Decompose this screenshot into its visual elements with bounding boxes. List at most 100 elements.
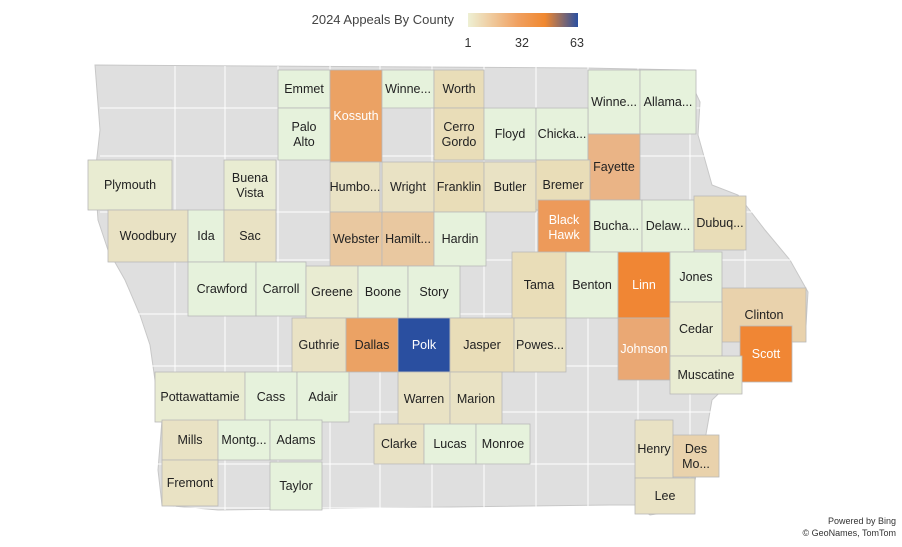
county-fremont[interactable] (161, 459, 219, 507)
county-clarke[interactable] (373, 423, 425, 465)
county-benton[interactable] (565, 251, 619, 319)
county-taylor[interactable] (269, 461, 323, 511)
county-label-winne: Winne... (385, 82, 431, 96)
county-butler[interactable] (483, 161, 537, 213)
county-winne[interactable] (381, 69, 435, 109)
county-label-pottawattamie: Pottawattamie (160, 390, 239, 404)
county-henry[interactable] (634, 419, 674, 479)
counties-layer (87, 69, 807, 515)
county-carroll[interactable] (255, 261, 307, 317)
county-delaw[interactable] (641, 199, 695, 253)
county-label-monroe: Monroe (482, 437, 524, 451)
county-dubuq[interactable] (693, 195, 747, 251)
county-label-woodbury: Woodbury (120, 229, 177, 243)
county-label-hardin: Hardin (442, 232, 479, 246)
county-label-allama: Allama... (644, 95, 693, 109)
county-montg[interactable] (217, 419, 271, 461)
county-pottawattamie[interactable] (154, 371, 246, 423)
county-label-clinton: Clinton (745, 308, 784, 322)
county-label-cedar: Cedar (679, 322, 713, 336)
county-cedar[interactable] (669, 301, 723, 357)
county-warren[interactable] (397, 371, 451, 427)
county-labels-layer: Emmet Kossuth Winne... Worth Winne... Allama.… (104, 82, 784, 503)
county-powes[interactable] (513, 317, 567, 373)
county-adair[interactable] (296, 371, 350, 423)
county-label-kossuth: Kossuth (333, 109, 378, 123)
legend-mid-label: 32 (515, 36, 529, 50)
county-label-boone: Boone (365, 285, 401, 299)
county-label-des-mo: Des Mo... (682, 442, 710, 471)
county-label-chicka: Chicka... (538, 127, 587, 141)
county-label-black-hawk: Black Hawk (548, 213, 580, 242)
county-label-warren: Warren (404, 392, 445, 406)
county-marion[interactable] (449, 371, 503, 427)
county-label-jasper: Jasper (463, 338, 501, 352)
county-guthrie[interactable] (291, 317, 347, 373)
county-franklin[interactable] (433, 161, 485, 213)
county-label-hamilt: Hamilt... (385, 232, 431, 246)
county-label-marion: Marion (457, 392, 495, 406)
county-des-mo[interactable] (672, 434, 720, 478)
legend-max-label: 63 (570, 36, 584, 50)
county-label-henry: Henry (637, 442, 671, 456)
county-floyd[interactable] (483, 107, 537, 161)
county-label-polk: Polk (412, 338, 437, 352)
county-label-linn: Linn (632, 278, 656, 292)
county-label-sac: Sac (239, 229, 261, 243)
county-label-montg: Montg... (221, 433, 266, 447)
county-greene[interactable] (305, 265, 359, 319)
county-lee[interactable] (634, 477, 696, 515)
legend-gradient-bar (468, 13, 578, 27)
county-polk[interactable] (397, 317, 451, 373)
county-wright[interactable] (381, 161, 435, 213)
county-label-emmet: Emmet (284, 82, 324, 96)
county-label-humbo: Humbo... (330, 180, 381, 194)
attribution-sources: © GeoNames, TomTom (803, 528, 897, 538)
county-cass[interactable] (244, 371, 298, 423)
county-cerro-gordo[interactable] (433, 107, 485, 161)
county-label-adams: Adams (277, 433, 316, 447)
county-buena-vista[interactable] (223, 159, 277, 211)
county-sac[interactable] (223, 209, 277, 263)
county-linn[interactable] (617, 251, 671, 319)
county-scott[interactable] (739, 325, 793, 383)
county-label-plymouth: Plymouth (104, 178, 156, 192)
county-label-clarke: Clarke (381, 437, 417, 451)
county-muscatine[interactable] (669, 355, 743, 395)
county-label-dubuq: Dubuq... (696, 216, 743, 230)
county-adams[interactable] (269, 419, 323, 461)
county-palo-alto[interactable] (277, 107, 331, 161)
county-label-benton: Benton (572, 278, 612, 292)
county-plymouth[interactable] (87, 159, 173, 211)
county-black-hawk[interactable] (537, 199, 591, 255)
county-label-fremont: Fremont (167, 476, 214, 490)
county-label-butler: Butler (494, 180, 527, 194)
county-webster[interactable] (329, 211, 383, 267)
county-label-delaw: Delaw... (646, 219, 690, 233)
county-story[interactable] (407, 265, 461, 319)
county-monroe[interactable] (475, 423, 531, 465)
county-dallas[interactable] (345, 317, 399, 373)
county-label-johnson: Johnson (620, 342, 667, 356)
county-label-muscatine: Muscatine (678, 368, 735, 382)
county-label-floyd: Floyd (495, 127, 526, 141)
county-emmet[interactable] (277, 69, 331, 109)
county-label-palo-alto: Palo Alto (291, 120, 316, 149)
county-allama[interactable] (639, 69, 697, 135)
county-chicka[interactable] (535, 107, 589, 161)
county-label-lee: Lee (655, 489, 676, 503)
county-label-crawford: Crawford (197, 282, 248, 296)
county-winne[interactable] (587, 69, 641, 135)
county-label-worth: Worth (442, 82, 475, 96)
legend-min-label: 1 (465, 36, 472, 50)
county-label-bucha: Bucha... (593, 219, 639, 233)
attribution-powered-by: Powered by Bing (828, 516, 896, 526)
county-kossuth[interactable] (329, 69, 383, 163)
county-label-buena-vista: Buena Vista (232, 171, 268, 200)
county-label-dallas: Dallas (355, 338, 390, 352)
county-jones[interactable] (669, 251, 723, 303)
county-hardin[interactable] (433, 211, 487, 267)
county-label-guthrie: Guthrie (299, 338, 340, 352)
